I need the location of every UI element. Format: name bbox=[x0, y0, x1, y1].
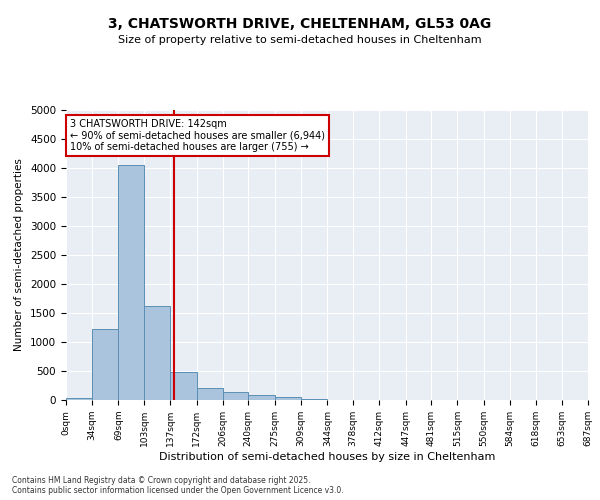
Bar bbox=[223, 392, 248, 400]
Text: 3, CHATSWORTH DRIVE, CHELTENHAM, GL53 0AG: 3, CHATSWORTH DRIVE, CHELTENHAM, GL53 0A… bbox=[109, 18, 491, 32]
Bar bbox=[92, 328, 118, 400]
Bar bbox=[170, 372, 197, 400]
Text: Size of property relative to semi-detached houses in Cheltenham: Size of property relative to semi-detach… bbox=[118, 35, 482, 45]
Bar bbox=[275, 396, 301, 400]
Bar bbox=[144, 306, 170, 400]
Y-axis label: Number of semi-detached properties: Number of semi-detached properties bbox=[14, 158, 25, 352]
Bar bbox=[248, 396, 275, 400]
Bar bbox=[118, 165, 144, 400]
Text: Contains HM Land Registry data © Crown copyright and database right 2025.
Contai: Contains HM Land Registry data © Crown c… bbox=[12, 476, 344, 495]
Bar bbox=[66, 398, 92, 400]
Bar bbox=[197, 388, 223, 400]
Bar bbox=[301, 399, 328, 400]
Text: 3 CHATSWORTH DRIVE: 142sqm
← 90% of semi-detached houses are smaller (6,944)
10%: 3 CHATSWORTH DRIVE: 142sqm ← 90% of semi… bbox=[70, 118, 325, 152]
X-axis label: Distribution of semi-detached houses by size in Cheltenham: Distribution of semi-detached houses by … bbox=[159, 452, 495, 462]
